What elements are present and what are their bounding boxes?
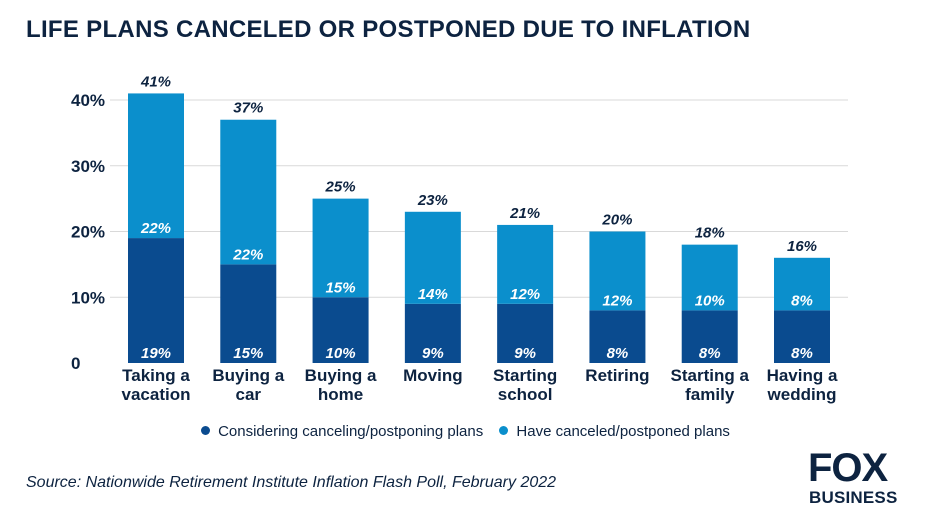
x-tick-label: Starting [493,366,557,385]
data-label-canceled: 12% [602,292,632,309]
legend-item-considering: Considering canceling/postponing plans [201,423,483,440]
logo-fox-text: FOX [808,446,888,490]
bar-canceled [774,257,830,311]
bar-considering [589,310,646,363]
bar-considering [404,303,461,363]
data-label-considering: 8% [791,345,813,362]
x-tick-label: Buying a [212,366,284,385]
bar-considering [774,310,830,363]
data-label-considering: 10% [326,345,356,362]
data-label-considering: 8% [607,345,629,362]
bar-considering [681,310,738,363]
x-tick-label: Having a [767,366,838,385]
data-label-considering: 15% [233,345,263,362]
x-tick-label: vacation [122,385,191,404]
x-tick-label: home [318,385,363,404]
legend-dot-considering [201,426,211,435]
data-label-considering: 9% [514,345,536,362]
bar-canceled [497,224,554,304]
bar-canceled [404,211,461,304]
bar-canceled [220,119,277,265]
data-label-total: 18% [695,225,725,242]
bar-canceled [681,244,738,311]
bar-canceled [128,93,184,239]
bar-considering [128,238,184,363]
y-tick-label: 0 [71,354,80,373]
x-tick-label: family [685,385,735,404]
x-tick-label: wedding [767,385,837,404]
y-tick-label: 40% [71,91,105,110]
data-label-considering: 9% [422,345,444,362]
source-note: Source: Nationwide Retirement Institute … [26,474,557,491]
x-tick-label: Starting a [671,366,750,385]
bar-canceled [312,198,369,298]
y-tick-label: 20% [71,223,105,242]
logo-business-text: BUSINESS [809,488,898,507]
data-label-total: 23% [417,192,448,209]
data-label-canceled: 8% [791,292,813,309]
data-label-total: 25% [325,179,356,196]
legend-label-considering: Considering canceling/postponing plans [218,423,484,440]
data-label-total: 37% [233,100,263,117]
data-label-canceled: 22% [232,246,263,263]
x-tick-label: Buying a [305,366,377,385]
bar-canceled [589,231,646,311]
data-label-canceled: 15% [326,279,356,296]
chart-title: LIFE PLANS CANCELED OR POSTPONED DUE TO … [26,16,751,43]
data-label-total: 21% [509,205,540,222]
legend-item-canceled: Have canceled/postponed plans [499,423,730,440]
data-label-canceled: 14% [418,286,448,303]
bar-considering [312,297,369,363]
legend-label-canceled: Have canceled/postponed plans [516,423,730,440]
data-label-canceled: 12% [510,286,540,303]
data-label-canceled: 10% [695,292,725,309]
x-tick-label: car [236,385,262,404]
data-label-total: 16% [787,238,817,255]
data-label-total: 41% [140,73,171,90]
data-label-canceled: 22% [140,220,171,237]
x-tick-label: Moving [403,366,463,385]
x-tick-label: Taking a [122,366,190,385]
bar-considering [497,303,554,363]
y-tick-label: 10% [71,288,105,307]
x-tick-label: Retiring [585,366,649,385]
data-label-considering: 19% [141,345,171,362]
x-tick-label: school [498,385,553,404]
data-label-total: 20% [601,212,632,229]
legend: Considering canceling/postponing plans H… [0,423,931,440]
legend-dot-canceled [499,426,509,435]
bar-considering [220,264,277,363]
y-tick-label: 30% [71,157,105,176]
fox-business-logo: FOX BUSINESS [808,446,920,510]
data-label-considering: 8% [699,345,721,362]
